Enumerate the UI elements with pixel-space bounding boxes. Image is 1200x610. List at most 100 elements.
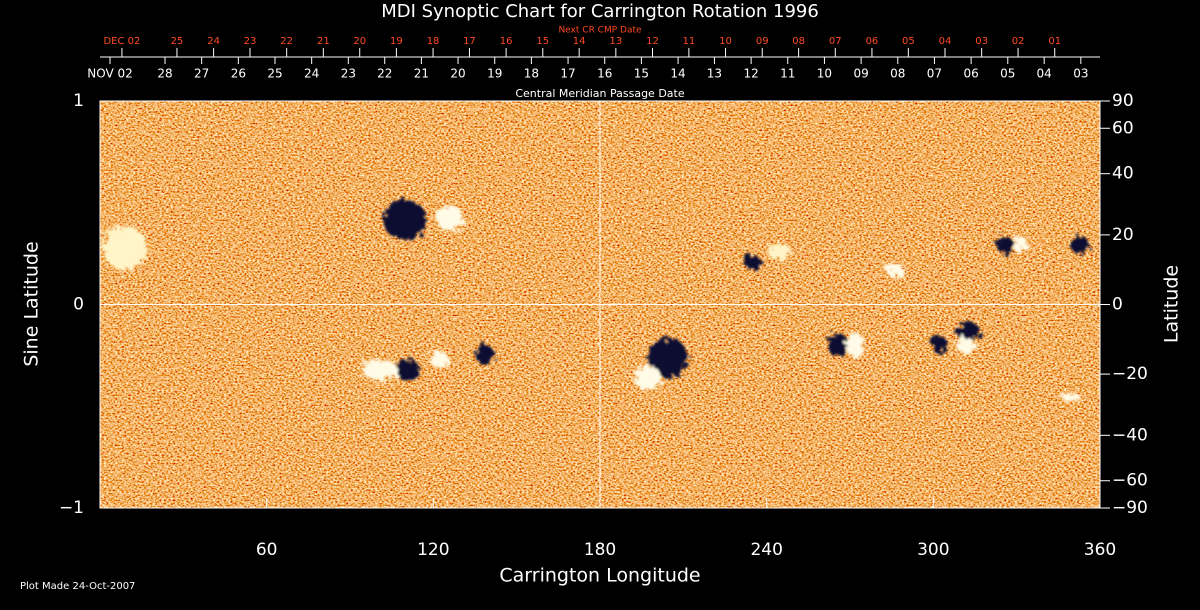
- x-tick-label: 300: [917, 540, 949, 560]
- top-tick-label: 04: [1037, 67, 1052, 81]
- top-tick-label: 24: [207, 36, 220, 47]
- top-tick-label: 12: [743, 67, 758, 81]
- region: [768, 244, 792, 260]
- top-tick-label: 16: [500, 36, 513, 47]
- y2-tick-label: −60: [1112, 471, 1148, 491]
- y2-tick-label: 40: [1112, 164, 1134, 184]
- region: [828, 333, 848, 357]
- y2-tick-label: −40: [1112, 425, 1148, 445]
- top-tick-label: 13: [609, 36, 622, 47]
- region: [1060, 393, 1080, 401]
- top-tick-label: 20: [450, 67, 465, 81]
- y-tick-label: 0: [73, 295, 84, 315]
- top-tick-label: 21: [414, 67, 429, 81]
- y2-tick-label: 90: [1112, 91, 1134, 111]
- region: [1013, 236, 1027, 252]
- y-axis-title: Sine Latitude: [21, 241, 43, 366]
- region: [886, 263, 904, 277]
- top-tick-label: 10: [719, 36, 732, 47]
- top-tick-label: 04: [939, 36, 952, 47]
- active-regions: [103, 200, 1089, 401]
- top-tick-label: 25: [267, 67, 282, 81]
- region: [997, 236, 1013, 254]
- top-tick-label: 16: [597, 67, 612, 81]
- top-tick-label: 03: [975, 36, 988, 47]
- top-tick-label: 24: [304, 67, 319, 81]
- region: [634, 366, 662, 390]
- top-tick-label: 08: [792, 36, 805, 47]
- top-tick-label: 09: [853, 67, 868, 81]
- top-tick-label: 02: [1012, 36, 1025, 47]
- top-tick-label: 25: [171, 36, 184, 47]
- x-tick-label: 240: [750, 540, 782, 560]
- top-tick-label: 06: [963, 67, 978, 81]
- x-axis-title: Carrington Longitude: [499, 565, 700, 587]
- region: [932, 336, 948, 354]
- y-tick-label: 1: [73, 91, 84, 111]
- top-tick-label: 28: [157, 67, 172, 81]
- top-tick-label: 13: [707, 67, 722, 81]
- y2-tick-label: −90: [1112, 498, 1148, 518]
- top-tick-label: 20: [353, 36, 366, 47]
- x-tick-label: 120: [417, 540, 449, 560]
- region: [846, 333, 864, 357]
- top-tick-label: 09: [756, 36, 769, 47]
- top-tick-label: 21: [317, 36, 330, 47]
- top-tick-label: 18: [524, 67, 539, 81]
- region: [956, 322, 980, 342]
- y2-tick-label: 60: [1112, 118, 1134, 138]
- footer: Plot Made 24-Oct-2007: [20, 581, 135, 592]
- top-tick-label: DEC 02: [103, 36, 140, 47]
- top-tick-label: 19: [487, 67, 502, 81]
- top-tick-label: 19: [390, 36, 403, 47]
- top-tick-label: 05: [1000, 67, 1015, 81]
- top-tick-label: 11: [683, 36, 696, 47]
- top-tick-label: 08: [890, 67, 905, 81]
- top-tick-label: 14: [670, 67, 685, 81]
- top-tick-label: NOV 02: [87, 67, 133, 81]
- chart-title: MDI Synoptic Chart for Carrington Rotati…: [381, 1, 819, 22]
- region: [396, 359, 420, 381]
- top-tick-label: 23: [341, 67, 356, 81]
- region: [383, 200, 427, 240]
- y2-axis-title: Latitude: [1161, 265, 1183, 343]
- top-tick-label: 27: [194, 67, 209, 81]
- top-tick-label: 22: [280, 36, 293, 47]
- top-tick-label: 07: [927, 67, 942, 81]
- region: [744, 254, 760, 270]
- top-tick-label: 23: [244, 36, 257, 47]
- top-tick-label: 17: [560, 67, 575, 81]
- top-tick-label: 10: [817, 67, 832, 81]
- region: [436, 205, 464, 231]
- top-axis-title: Next CR CMP Date: [558, 26, 642, 36]
- region: [476, 345, 494, 365]
- x-tick-label: 60: [256, 540, 278, 560]
- y2-tick-label: −20: [1112, 364, 1148, 384]
- region: [362, 360, 398, 380]
- y2-tick-label: 20: [1112, 225, 1134, 245]
- region: [103, 226, 147, 270]
- y2-tick-label: 0: [1112, 295, 1123, 315]
- top-tick-label: 06: [866, 36, 879, 47]
- top-tick-label: 14: [573, 36, 586, 47]
- x-tick-label: 360: [1084, 540, 1116, 560]
- top-tick-label: 22: [377, 67, 392, 81]
- top-tick-label: 18: [427, 36, 440, 47]
- top-tick-label: 01: [1048, 36, 1061, 47]
- top-tick-label: 03: [1073, 67, 1088, 81]
- region: [955, 337, 975, 353]
- top-tick-label: 15: [634, 67, 649, 81]
- x-tick-label: 180: [584, 540, 616, 560]
- region: [648, 338, 688, 378]
- top-tick-label: 15: [536, 36, 549, 47]
- top-tick-label: 05: [902, 36, 915, 47]
- top-tick-label: 11: [780, 67, 795, 81]
- top-tick-label: 07: [829, 36, 842, 47]
- top-tick-label: 12: [646, 36, 659, 47]
- top-tick-label: 17: [463, 36, 476, 47]
- y-tick-label: −1: [59, 498, 84, 518]
- top-tick-label: 26: [231, 67, 246, 81]
- top-axis-title: Central Meridian Passage Date: [515, 87, 684, 100]
- region: [430, 352, 450, 368]
